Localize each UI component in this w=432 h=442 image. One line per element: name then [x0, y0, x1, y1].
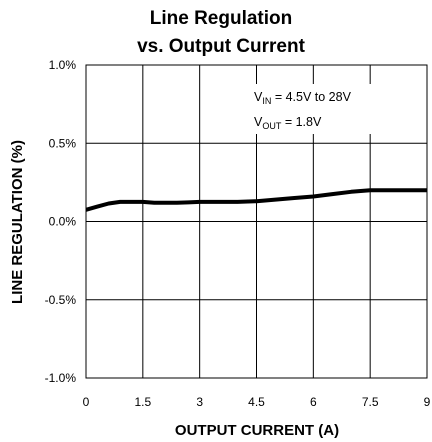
- y-tick-label-2: 0.0%: [49, 215, 77, 229]
- x-axis-label: OUTPUT CURRENT (A): [175, 422, 339, 439]
- y-axis-label: LINE REGULATION (%): [9, 140, 26, 304]
- annotation-background: [250, 84, 390, 134]
- series-layer: [85, 188, 427, 212]
- x-tick-label-1: 1.5: [134, 395, 151, 409]
- x-tick-label-2: 3: [196, 395, 203, 409]
- x-tick-label-3: 4.5: [248, 395, 265, 409]
- chart-title-line2: vs. Output Current: [137, 36, 306, 57]
- y-tick-label-4: -1.0%: [45, 371, 77, 385]
- x-tick-labels: 0 1.5 3 4.5 6 7.5 9: [83, 395, 431, 409]
- y-tick-labels: 1.0% 0.5% 0.0% -0.5% -1.0%: [45, 58, 77, 385]
- chart-title-line1: Line Regulation: [150, 8, 293, 29]
- x-tick-label-6: 9: [424, 395, 431, 409]
- y-tick-label-3: -0.5%: [45, 293, 77, 307]
- y-tick-label-1: 0.5%: [49, 136, 77, 150]
- plot-frame: [85, 64, 428, 379]
- series-line-0: [85, 188, 427, 212]
- x-tick-label-0: 0: [83, 395, 90, 409]
- annotation-0: VIN = 4.5V to 28V: [254, 90, 352, 106]
- y-tick-label-0: 1.0%: [49, 58, 77, 72]
- x-tick-label-4: 6: [310, 395, 317, 409]
- annotations: VIN = 4.5V to 28V VOUT = 1.8V: [254, 90, 352, 131]
- x-tick-label-5: 7.5: [362, 395, 379, 409]
- annotation-1: VOUT = 1.8V: [254, 115, 322, 131]
